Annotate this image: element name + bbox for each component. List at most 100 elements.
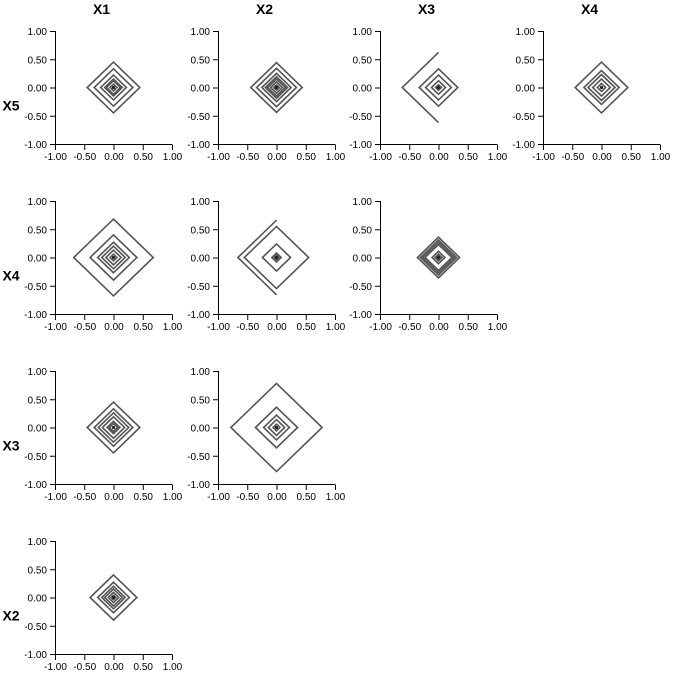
y-tick-label: 1.00 (28, 197, 48, 208)
x-tick: -0.50 (73, 654, 97, 673)
trace-ring (262, 413, 291, 442)
y-tick: 0.00 (28, 84, 56, 95)
x-axis: -1.00 -0.50 0.00 0.50 1.00 (369, 314, 508, 333)
x-tick: 0.00 (267, 144, 287, 163)
y-tick-label: -1.00 (349, 140, 372, 151)
trace-group (401, 51, 459, 124)
x-tick: 1.00 (326, 484, 346, 503)
trace-ring (582, 69, 621, 106)
y-tick: -0.50 (24, 112, 56, 123)
y-tick-label: 0.00 (28, 84, 48, 95)
trace-group (574, 60, 629, 115)
x-tick-label: -1.00 (207, 152, 230, 163)
y-tick: -1.00 (187, 480, 219, 491)
trace-ring (419, 238, 458, 277)
y-tick: -0.50 (349, 282, 381, 293)
y-axis: 1.00 0.50 0.00 -0.50 -1.00 (24, 197, 56, 321)
y-tick-label: -0.50 (24, 452, 47, 463)
trace-center (274, 255, 279, 260)
x-tick: 0.00 (267, 314, 287, 333)
y-tick: 1.00 (516, 27, 544, 38)
trace-center (111, 595, 116, 600)
trace-ring (270, 251, 283, 264)
trace-ring (86, 400, 141, 455)
column-label-x1: X1 (93, 1, 110, 17)
x-tick: 0.50 (297, 144, 316, 163)
x-tick: -1.00 (207, 314, 230, 333)
x-tick-label: -0.50 (73, 492, 96, 503)
x-tick: 1.00 (163, 314, 183, 333)
y-tick-label: 0.00 (353, 254, 373, 265)
y-axis: 1.00 0.50 0.00 -0.50 -1.00 (187, 197, 219, 321)
y-tick: -0.50 (24, 622, 56, 633)
trace-ring (266, 77, 287, 98)
x-tick: 0.50 (297, 484, 316, 503)
y-tick: -1.00 (24, 480, 56, 491)
trace-group (88, 573, 139, 622)
x-tick: 0.50 (134, 654, 153, 673)
x-tick-label: 0.00 (104, 662, 124, 673)
y-tick: -0.50 (24, 452, 56, 463)
y-tick-label: -1.00 (24, 650, 47, 661)
y-tick: -0.50 (349, 112, 381, 123)
x-tick: 1.00 (163, 144, 183, 163)
y-tick: 1.00 (353, 197, 381, 208)
y-tick: 0.50 (191, 55, 219, 66)
y-axis: 1.00 0.50 0.00 -0.50 -1.00 (24, 537, 56, 661)
column-label-x2: X2 (256, 1, 273, 17)
trace-ring (423, 243, 454, 272)
trace-ring (100, 245, 127, 270)
x-axis: -1.00 -0.50 0.00 0.50 1.00 (44, 654, 183, 673)
y-tick-label: -1.00 (512, 140, 535, 151)
panel-x2-x1: 1.00 0.50 0.00 -0.50 -1.00-1.00 -0.50 0.00 0.50… (24, 537, 182, 673)
trace-ring (261, 242, 292, 273)
y-tick: 0.50 (191, 225, 219, 236)
trace-ring (96, 581, 131, 614)
y-tick: -0.50 (24, 282, 56, 293)
y-tick: 0.00 (353, 84, 381, 95)
x-tick-label: 0.50 (297, 322, 317, 333)
trace-ring (416, 236, 461, 279)
x-axis: -1.00 -0.50 0.00 0.50 1.00 (44, 314, 183, 333)
x-tick-label: -0.50 (236, 492, 259, 503)
y-tick-label: -1.00 (187, 140, 210, 151)
y-axis: 1.00 0.50 0.00 -0.50 -1.00 (187, 27, 219, 151)
y-tick: 0.50 (28, 565, 56, 576)
x-tick-label: -1.00 (207, 492, 230, 503)
x-tick: 0.00 (429, 314, 449, 333)
x-tick-label: -0.50 (398, 322, 421, 333)
trace-ring (86, 60, 141, 115)
y-tick: -1.00 (24, 650, 56, 661)
x-tick-label: -0.50 (398, 152, 421, 163)
y-tick: 0.00 (28, 254, 56, 265)
trace-ring (72, 217, 155, 298)
trace-group (249, 61, 304, 114)
y-tick-label: -0.50 (24, 112, 47, 123)
x-tick: 0.50 (459, 314, 478, 333)
y-tick-label: -0.50 (24, 622, 47, 633)
x-axis: -1.00 -0.50 0.00 0.50 1.00 (369, 144, 508, 163)
trace-ring (267, 418, 286, 437)
trace-ring (107, 591, 120, 604)
x-tick-label: -0.50 (236, 322, 259, 333)
x-tick-label: -1.00 (44, 322, 67, 333)
y-tick: 1.00 (191, 367, 219, 378)
y-tick-label: -0.50 (187, 452, 210, 463)
x-tick: -1.00 (44, 144, 67, 163)
x-tick: 0.00 (104, 144, 124, 163)
y-tick-label: -0.50 (349, 112, 372, 123)
x-tick: -0.50 (236, 484, 260, 503)
y-tick: 1.00 (28, 27, 56, 38)
y-tick-label: 1.00 (191, 367, 211, 378)
y-tick: 0.50 (28, 225, 56, 236)
x-tick: -1.00 (207, 144, 230, 163)
y-tick-label: -0.50 (24, 282, 47, 293)
x-tick-label: 1.00 (163, 662, 183, 673)
x-tick: -1.00 (44, 654, 67, 673)
y-tick-label: 0.50 (28, 225, 48, 236)
x-tick-label: 0.50 (134, 322, 154, 333)
x-tick-label: 0.00 (429, 322, 449, 333)
y-tick: 0.50 (28, 395, 56, 406)
y-tick: 0.00 (28, 594, 56, 605)
